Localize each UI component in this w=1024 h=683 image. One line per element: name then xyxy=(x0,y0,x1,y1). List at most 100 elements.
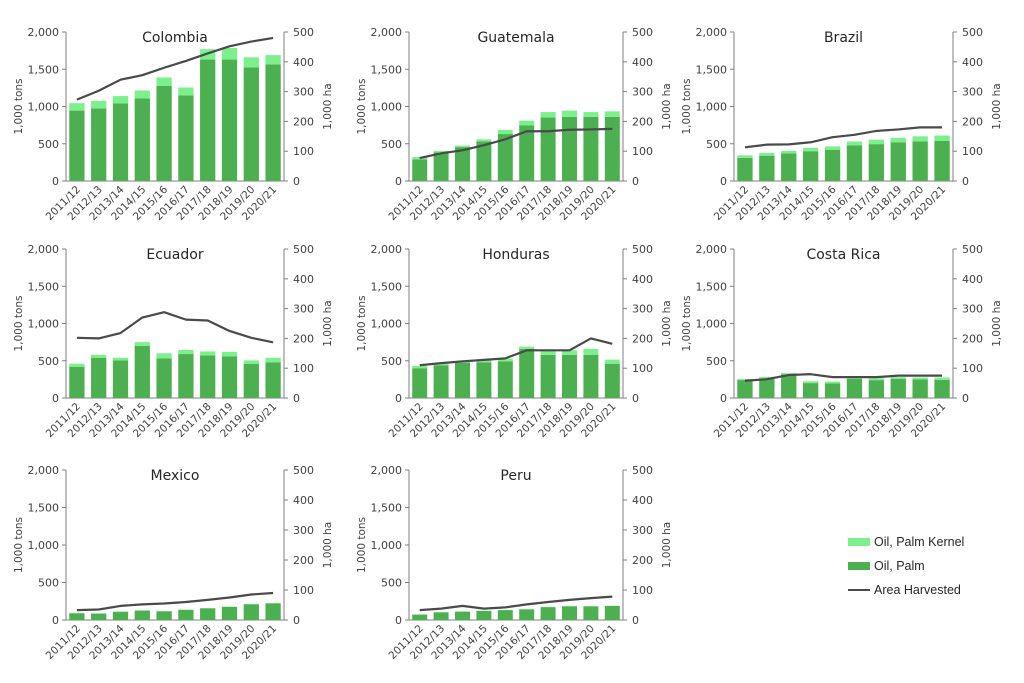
right-axis-title: 1,000 ha xyxy=(991,83,1003,130)
bar-oil-palm-kernel xyxy=(781,373,797,375)
bar-oil-palm-kernel xyxy=(412,157,428,160)
bar-oil-palm-kernel xyxy=(824,381,841,384)
right-tick-label: 500 xyxy=(962,26,983,39)
bar-oil-palm xyxy=(265,362,281,398)
right-tick-label: 300 xyxy=(293,524,314,537)
panel-title: Costa Rica xyxy=(806,247,880,263)
bar-oil-palm xyxy=(890,379,906,398)
bar-oil-palm xyxy=(265,603,281,620)
bar-oil-palm-kernel xyxy=(476,360,492,363)
right-tick-label: 0 xyxy=(632,614,639,627)
bar-oil-palm-kernel xyxy=(178,349,194,355)
bar-oil-palm xyxy=(134,610,150,620)
legend-label-palm-kernel: Oil, Palm Kernel xyxy=(874,535,965,549)
right-tick-label: 100 xyxy=(293,145,314,158)
right-tick-label: 400 xyxy=(632,273,653,286)
left-tick-label: 1,500 xyxy=(696,63,728,76)
left-tick-label: 500 xyxy=(38,577,59,590)
bar-oil-palm-kernel xyxy=(200,351,216,356)
bar-oil-palm-kernel xyxy=(69,363,85,367)
left-tick-label: 0 xyxy=(395,392,402,405)
right-tick-label: 500 xyxy=(293,26,314,39)
bar-oil-palm-kernel xyxy=(604,111,620,117)
bar-oil-palm-kernel xyxy=(868,378,885,381)
bar-oil-palm-kernel xyxy=(802,147,819,152)
right-tick-label: 300 xyxy=(962,303,983,316)
panel-guatemala: 0 500 1,000 1,500 2,000 1,000 tons 0 100 200 300 4… xyxy=(356,26,673,223)
panel-honduras: 0 500 1,000 1,500 2,000 1,000 tons 0 100 200 300 4… xyxy=(356,243,673,440)
legend-label-oil-palm: Oil, Palm xyxy=(874,559,925,573)
bar-oil-palm-kernel xyxy=(134,342,150,346)
panel-title: Brazil xyxy=(824,30,863,46)
bar-oil-palm xyxy=(604,363,620,398)
panel-title: Peru xyxy=(500,468,531,484)
left-tick-label: 500 xyxy=(381,138,402,151)
bar-oil-palm xyxy=(824,149,841,181)
bar-oil-palm xyxy=(156,358,172,398)
right-tick-label: 500 xyxy=(632,243,653,256)
right-tick-label: 300 xyxy=(632,303,653,316)
bar-oil-palm-kernel xyxy=(497,358,513,362)
bar-oil-palm-kernel xyxy=(540,112,556,118)
left-tick-label: 1,500 xyxy=(696,280,728,293)
bar-oil-palm xyxy=(200,355,216,398)
left-tick-label: 1,500 xyxy=(28,63,60,76)
bar-oil-palm-kernel xyxy=(562,110,577,117)
bar-oil-palm-kernel xyxy=(540,350,556,355)
bar-oil-palm-kernel xyxy=(112,96,129,104)
bar-oil-palm-kernel xyxy=(455,145,470,148)
left-tick-label: 1,000 xyxy=(28,101,60,114)
bar-oil-palm-kernel xyxy=(934,377,950,380)
right-axis-title: 1,000 ha xyxy=(661,300,673,347)
left-tick-label: 1,000 xyxy=(371,318,403,331)
panel-mexico: 0 500 1,000 1,500 2,000 1,000 tons 0 100 200 300 4… xyxy=(13,464,334,662)
legend-swatch-palm-kernel xyxy=(848,538,870,546)
right-axis-title: 1,000 ha xyxy=(322,83,334,130)
left-tick-label: 500 xyxy=(381,355,402,368)
left-axis-title: 1,000 tons xyxy=(13,78,25,134)
bar-oil-palm xyxy=(519,348,535,398)
left-tick-label: 0 xyxy=(720,175,727,188)
line-area-harvested xyxy=(419,127,613,160)
right-tick-label: 500 xyxy=(632,464,653,477)
bar-oil-palm-kernel xyxy=(846,141,863,146)
bar-oil-palm xyxy=(455,147,470,181)
left-tick-label: 0 xyxy=(52,614,59,627)
line-area-harvested xyxy=(419,595,613,612)
bar-oil-palm xyxy=(540,117,556,181)
bar-oil-palm-kernel xyxy=(134,90,150,99)
right-tick-label: 200 xyxy=(632,554,653,567)
right-tick-label: 0 xyxy=(962,175,969,188)
right-tick-label: 400 xyxy=(293,56,314,69)
right-tick-label: 400 xyxy=(293,273,314,286)
right-tick-label: 200 xyxy=(293,115,314,128)
bar-oil-palm xyxy=(178,609,194,620)
bar-oil-palm xyxy=(134,345,150,398)
bar-oil-palm xyxy=(890,142,906,181)
bar-oil-palm xyxy=(604,116,620,181)
panel-title: Guatemala xyxy=(477,30,554,46)
right-axis-title: 1,000 ha xyxy=(991,300,1003,347)
bar-oil-palm xyxy=(912,379,928,398)
left-tick-label: 0 xyxy=(720,392,727,405)
right-tick-label: 0 xyxy=(632,175,639,188)
bar-oil-palm xyxy=(497,610,513,620)
bar-oil-palm-kernel xyxy=(156,353,172,359)
left-tick-label: 2,000 xyxy=(371,243,403,256)
bar-oil-palm xyxy=(497,134,513,181)
left-tick-label: 500 xyxy=(706,138,727,151)
bar-oil-palm-kernel xyxy=(934,135,950,141)
left-axis-title: 1,000 tons xyxy=(13,295,25,351)
right-tick-label: 200 xyxy=(632,332,653,345)
legend-item-area-harvested: Area Harvested xyxy=(848,578,964,602)
bar-oil-palm xyxy=(583,606,599,620)
bar-oil-palm xyxy=(562,606,577,620)
bar-oil-palm-kernel xyxy=(824,146,841,150)
bar-oil-palm-kernel xyxy=(221,351,238,357)
right-tick-label: 100 xyxy=(962,145,983,158)
bar-oil-palm-kernel xyxy=(781,150,797,154)
bar-oil-palm-kernel xyxy=(583,348,599,355)
bar-oil-palm-kernel xyxy=(221,48,238,60)
bar-oil-palm xyxy=(91,613,107,620)
